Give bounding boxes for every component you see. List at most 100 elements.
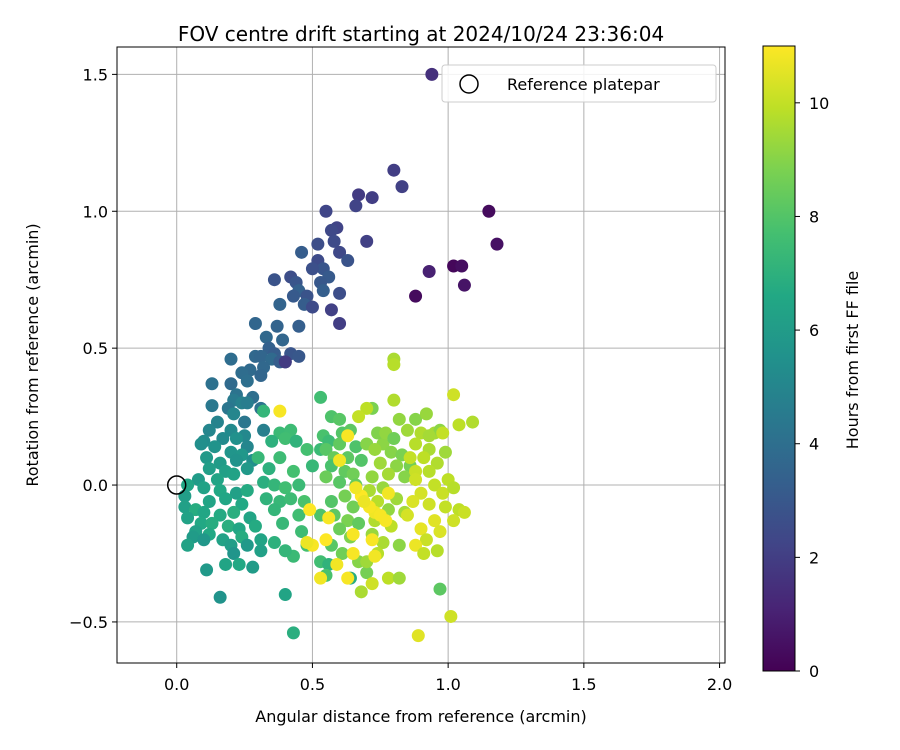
- data-point: [278, 481, 292, 495]
- data-point: [354, 585, 368, 599]
- data-point: [210, 473, 224, 487]
- data-point: [346, 500, 360, 514]
- data-point: [270, 319, 284, 333]
- data-point: [433, 525, 447, 539]
- data-point: [316, 284, 330, 298]
- data-point: [457, 278, 471, 292]
- data-point: [381, 571, 395, 585]
- data-point: [213, 590, 227, 604]
- data-point: [324, 223, 338, 237]
- data-point: [208, 440, 222, 454]
- data-point: [319, 442, 333, 456]
- data-point: [276, 516, 290, 530]
- x-tick-label: 2.0: [707, 675, 732, 694]
- data-point: [455, 259, 469, 273]
- y-axis-ticks: −0.5 0.0 0.5 1.0 1.5: [69, 65, 117, 632]
- data-point: [428, 514, 442, 528]
- legend-entry-label: Reference platepar: [507, 75, 660, 94]
- data-point: [368, 549, 382, 563]
- data-point: [265, 434, 279, 448]
- data-point: [392, 571, 406, 585]
- data-point: [238, 415, 252, 429]
- data-point: [447, 388, 461, 402]
- data-point: [447, 481, 461, 495]
- data-point: [305, 300, 319, 314]
- data-point: [273, 297, 287, 311]
- data-point: [327, 234, 341, 248]
- data-point: [392, 538, 406, 552]
- data-point: [365, 470, 379, 484]
- data-point: [333, 286, 347, 300]
- data-point: [319, 470, 333, 484]
- data-point: [257, 423, 271, 437]
- data-point: [300, 536, 314, 550]
- data-point: [278, 544, 292, 558]
- data-point: [333, 317, 347, 331]
- colorbar: 0 2 4 6 8 10 Hours from first FF file: [762, 45, 862, 681]
- data-point: [278, 432, 292, 446]
- colorbar-tick-label: 4: [809, 435, 819, 454]
- colorbar-tick-label: 0: [809, 662, 819, 681]
- data-point: [197, 505, 211, 519]
- data-point: [387, 358, 401, 372]
- data-point: [414, 522, 428, 536]
- data-point: [257, 404, 271, 418]
- data-point: [205, 399, 219, 413]
- data-point: [205, 377, 219, 391]
- data-point: [224, 352, 238, 366]
- data-point: [194, 437, 208, 451]
- data-point: [417, 546, 431, 560]
- data-point: [240, 374, 254, 388]
- data-point: [254, 349, 268, 363]
- data-point: [319, 533, 333, 547]
- data-point: [333, 475, 347, 489]
- data-point: [286, 289, 300, 303]
- data-point: [346, 527, 360, 541]
- data-point: [181, 538, 195, 552]
- x-tick-label: 1.0: [435, 675, 460, 694]
- data-point: [330, 557, 344, 571]
- data-point: [390, 459, 404, 473]
- data-point: [248, 519, 262, 533]
- y-tick-label: 0.5: [83, 339, 108, 358]
- y-axis-label: Rotation from reference (arcmin): [23, 223, 42, 486]
- data-point: [409, 289, 423, 303]
- data-point: [259, 330, 273, 344]
- data-point: [305, 262, 319, 276]
- data-point: [409, 538, 423, 552]
- x-tick-label: 1.5: [571, 675, 596, 694]
- data-point: [436, 486, 450, 500]
- data-point: [387, 432, 401, 446]
- data-point: [352, 516, 366, 530]
- data-point: [360, 401, 374, 415]
- data-point: [202, 494, 216, 508]
- data-point: [381, 467, 395, 481]
- data-point: [352, 410, 366, 424]
- data-point: [349, 199, 363, 213]
- data-point: [346, 467, 360, 481]
- data-point: [273, 451, 287, 465]
- data-point: [409, 412, 423, 426]
- data-point: [232, 557, 246, 571]
- data-point: [422, 264, 436, 278]
- data-point: [292, 478, 306, 492]
- data-point: [365, 577, 379, 591]
- data-point: [295, 525, 309, 539]
- colorbar-tick-label: 8: [809, 207, 819, 226]
- data-point: [267, 503, 281, 517]
- data-point: [430, 544, 444, 558]
- data-point: [419, 533, 433, 547]
- data-point: [300, 442, 314, 456]
- plot-frame: [116, 46, 726, 664]
- data-point: [240, 462, 254, 476]
- data-point: [430, 456, 444, 470]
- data-point: [490, 237, 504, 251]
- data-point: [181, 478, 195, 492]
- data-point: [333, 453, 347, 467]
- data-point: [349, 481, 363, 495]
- data-point: [224, 377, 238, 391]
- data-point: [248, 317, 262, 331]
- data-point: [235, 497, 249, 511]
- data-point: [428, 478, 442, 492]
- data-point: [333, 412, 347, 426]
